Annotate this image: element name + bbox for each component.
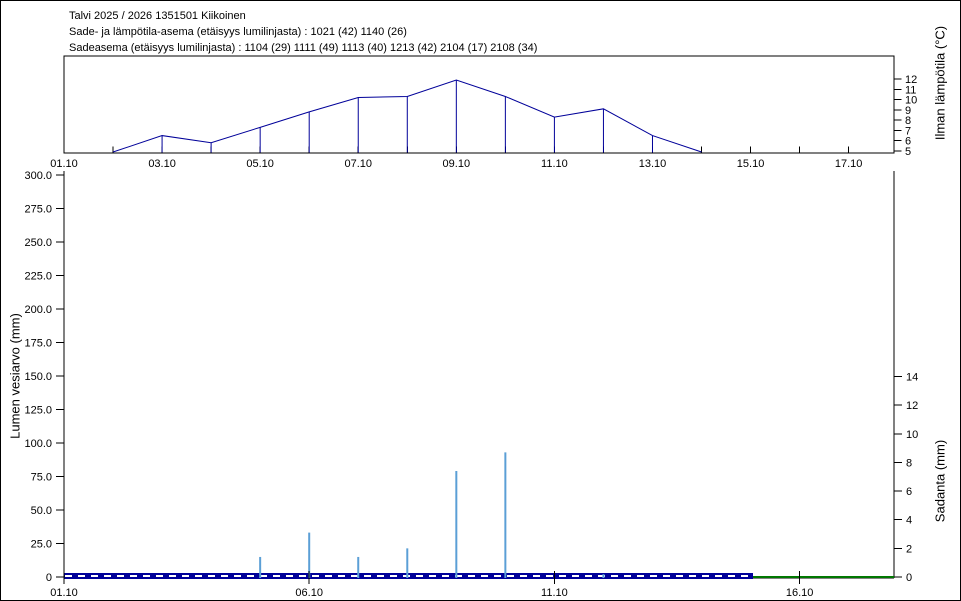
temperature-y-tick-label: 6 [905, 136, 911, 148]
header-line-winter-station: Talvi 2025 / 2026 1351501 Kiikoinen [69, 10, 246, 22]
precipitation-y-tick-label: 8 [906, 457, 912, 469]
temperature-y-tick-label: 11 [905, 84, 916, 96]
precipitation-y-tick-label: 14 [906, 372, 918, 384]
top-x-tick-label: 05.10 [246, 158, 274, 170]
top-x-tick-label: 09.10 [443, 158, 471, 170]
temperature-y-tick-label: 12 [905, 74, 917, 86]
temperature-y-tick-label: 10 [905, 95, 917, 107]
snow-water-y-tick-label: 50.0 [31, 505, 52, 517]
temperature-y-tick-label: 7 [905, 125, 911, 137]
top-x-tick-label: 07.10 [344, 158, 372, 170]
top-x-tick-label: 15.10 [737, 158, 765, 170]
precipitation-y-tick-label: 2 [906, 543, 912, 555]
temperature-line [112, 79, 702, 153]
precipitation-y-tick-label: 0 [906, 572, 912, 584]
header-line-temp-stations: Sade- ja lämpötila-asema (etäisyys lumil… [69, 26, 407, 38]
precipitation-y-tick-label: 4 [906, 515, 912, 527]
bottom-x-tick-label: 11.10 [541, 587, 568, 599]
snow-water-y-tick-label: 125.0 [24, 405, 52, 417]
snow-water-y-tick-label: 0 [46, 572, 52, 584]
top-x-tick-label: 03.10 [148, 158, 176, 170]
top-x-tick-label: 13.10 [639, 158, 667, 170]
snow-water-y-tick-label: 175.0 [24, 338, 52, 350]
top-x-tick-label: 11.10 [541, 158, 568, 170]
snow-water-y-tick-label: 225.0 [24, 271, 52, 283]
bottom-x-tick-label: 01.10 [50, 587, 78, 599]
top-plot-border [63, 55, 895, 154]
snow-water-y-tick-label: 275.0 [24, 204, 52, 216]
snow-water-y-tick-label: 75.0 [31, 472, 52, 484]
snow-water-y-tick-label: 200.0 [24, 304, 52, 316]
snow-water-y-tick-label: 150.0 [24, 371, 52, 383]
top-x-tick-label: 17.10 [835, 158, 863, 170]
precipitation-y-tick-label: 12 [906, 400, 918, 412]
temperature-y-tick-label: 8 [905, 115, 911, 127]
chart-header: Talvi 2025 / 2026 1351501 Kiikoinen Sade… [69, 8, 537, 56]
snow-water-y-tick-label: 250.0 [24, 237, 52, 249]
bottom-x-tick-label: 16.10 [786, 587, 814, 599]
top-x-tick-label: 01.10 [50, 158, 78, 170]
precipitation-y-tick-label: 10 [906, 429, 918, 441]
snow-water-y-tick-label: 300.0 [24, 170, 52, 182]
temperature-y-tick-label: 9 [905, 105, 911, 117]
precipitation-y-tick-label: 6 [906, 486, 912, 498]
snow-water-y-tick-label: 25.0 [31, 539, 52, 551]
bottom-x-tick-label: 06.10 [295, 587, 323, 599]
snow-water-y-tick-label: 100.0 [24, 438, 52, 450]
header-line-precip-stations: Sadeasema (etäisyys lumilinjasta) : 1104… [69, 42, 538, 54]
temperature-y-tick-label: 5 [905, 146, 911, 158]
